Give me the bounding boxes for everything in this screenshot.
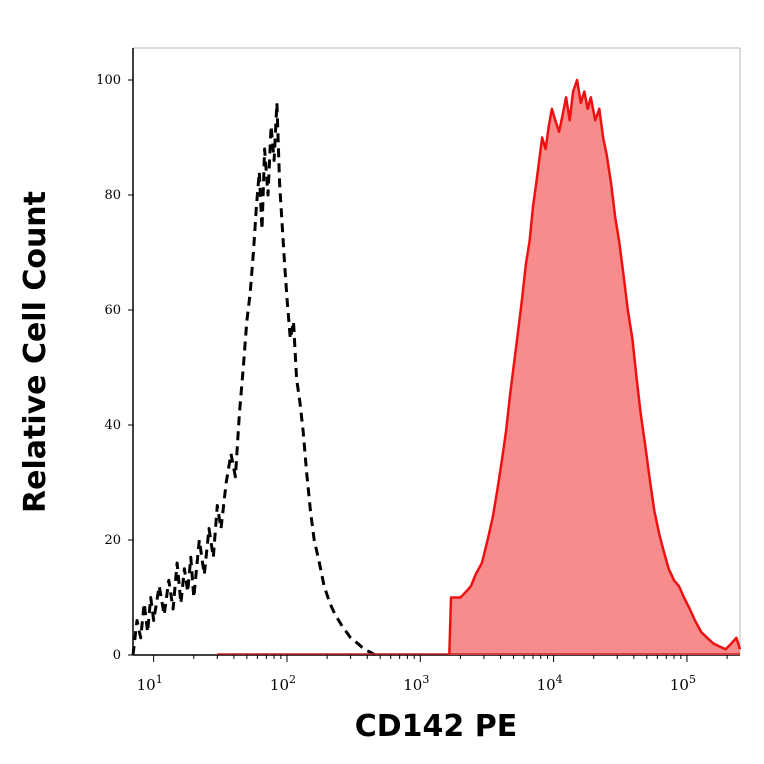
- x-tick-label-1000: 103: [403, 673, 429, 694]
- x-tick-label-10000: 104: [537, 673, 563, 694]
- series-layer: [131, 78, 742, 657]
- y-tick-label-100: 100: [96, 73, 121, 88]
- y-tick-label-60: 60: [104, 303, 121, 318]
- y-tick-label-0: 0: [113, 648, 121, 663]
- x-axis-ticks: 101 102 103 104 105: [137, 655, 728, 694]
- y-tick-label-20: 20: [104, 533, 121, 548]
- y-axis-ticks: 0 20 40 60 80 100: [96, 73, 133, 663]
- sample-histogram-fill: [449, 80, 740, 655]
- sample-histogram-outline: [448, 78, 742, 656]
- x-tick-label-100000: 105: [670, 673, 696, 694]
- y-tick-label-40: 40: [104, 418, 121, 433]
- x-tick-label-10: 101: [137, 673, 163, 694]
- y-axis-title: Relative Cell Count: [18, 191, 53, 513]
- y-tick-label-80: 80: [104, 188, 121, 203]
- x-axis-title: CD142 PE: [355, 709, 517, 744]
- x-tick-label-100: 102: [270, 673, 296, 694]
- isotype-control-histogram: [131, 101, 377, 657]
